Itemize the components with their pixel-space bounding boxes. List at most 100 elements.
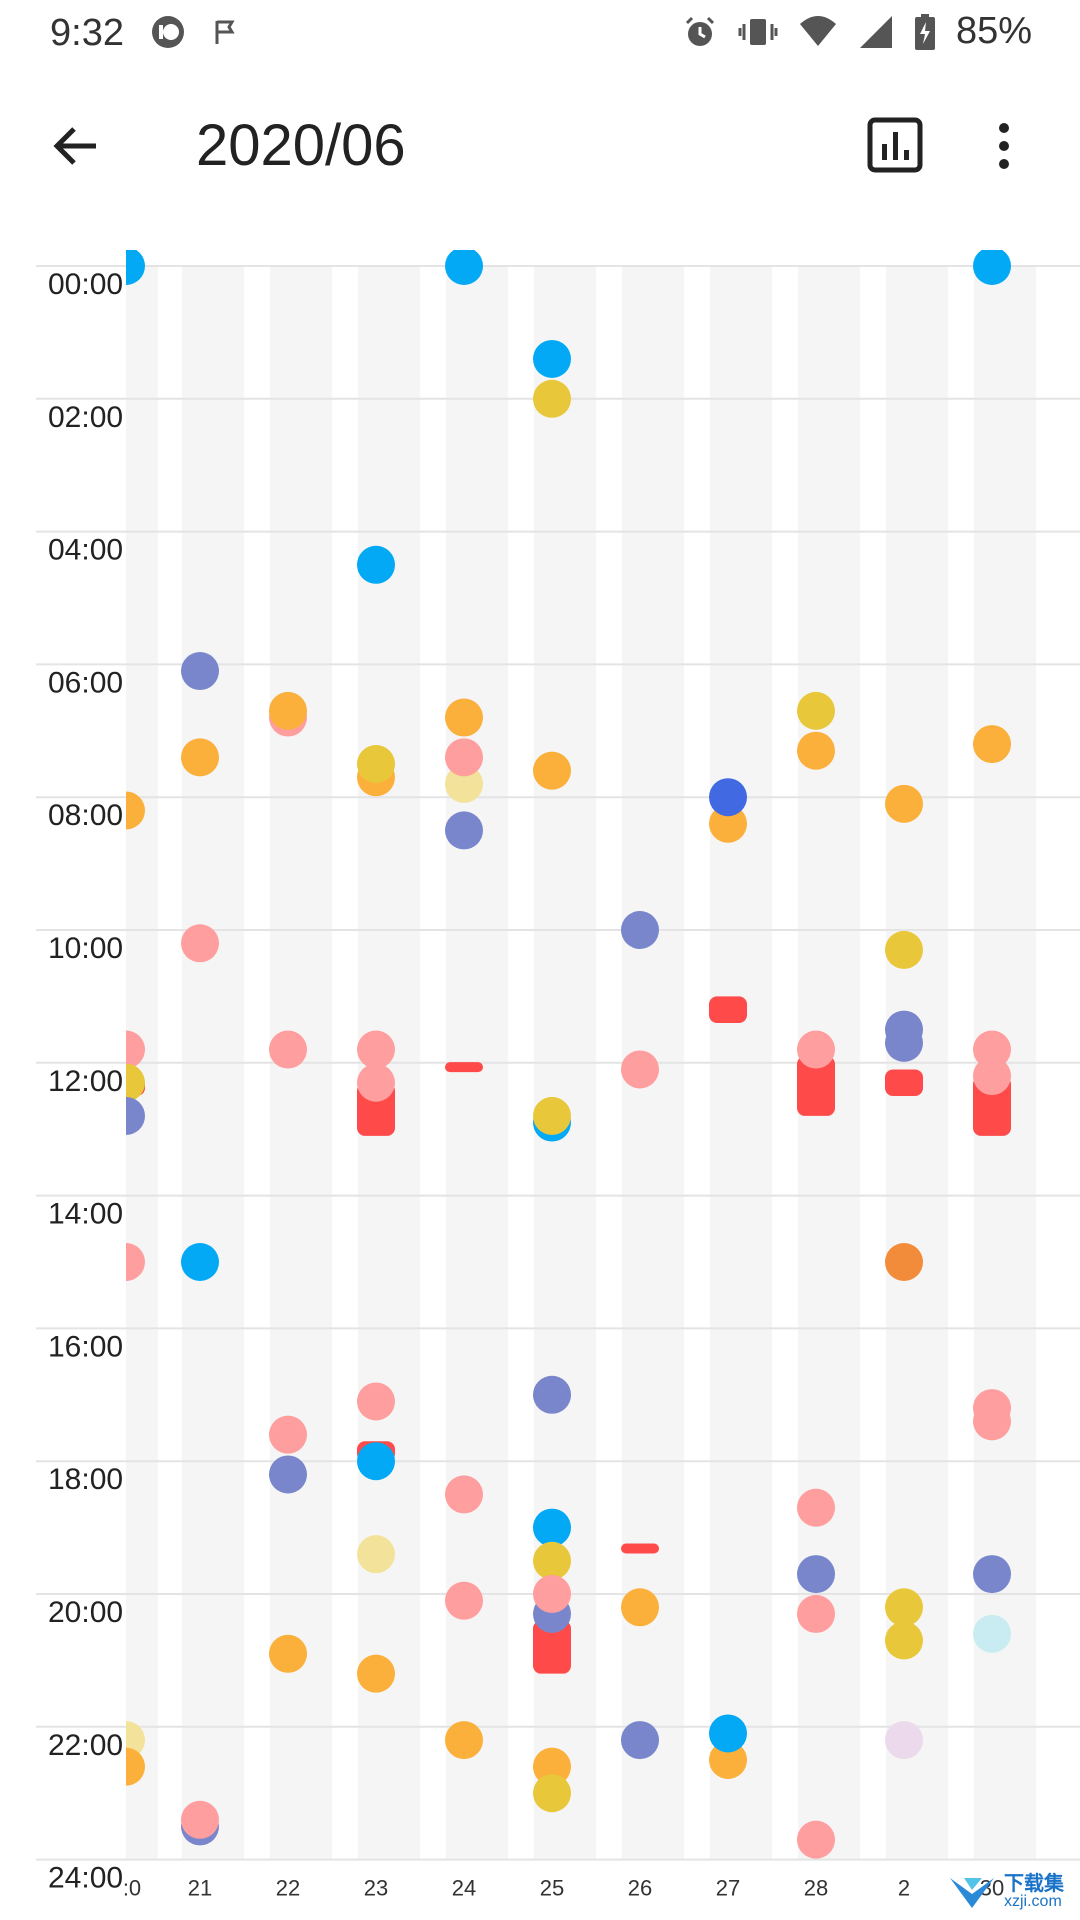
app-bar: 2020/06 (0, 90, 1080, 200)
day-label: :0 (123, 1876, 141, 1901)
arrow-left-icon (46, 114, 110, 178)
event-dot (797, 1555, 835, 1594)
event-dot (621, 911, 659, 949)
event-dot (181, 652, 219, 691)
event-dot (445, 738, 483, 777)
event-dot (269, 1030, 307, 1069)
alarm-icon (682, 14, 718, 50)
event-block (797, 1056, 835, 1116)
event-dot (885, 1721, 923, 1760)
event-dot (533, 1747, 571, 1786)
event-dot (797, 691, 835, 730)
event-block (885, 1069, 923, 1096)
event-dot (445, 764, 483, 803)
page-title: 2020/06 (196, 113, 406, 178)
status-right: 85% (682, 10, 1032, 53)
day-label: 21 (188, 1876, 212, 1901)
hour-label: 14:00 (48, 1198, 123, 1231)
day-label: 28 (804, 1876, 828, 1901)
event-dot (533, 379, 571, 418)
flag-icon (210, 17, 240, 47)
event-dot (181, 924, 219, 963)
event-dot (357, 1030, 395, 1069)
hour-label: 24:00 (48, 1862, 123, 1895)
event-dot (533, 339, 571, 378)
vibrate-icon (738, 14, 778, 50)
event-dot (445, 1581, 483, 1620)
event-dot (709, 778, 747, 817)
time-gutter (0, 250, 126, 1920)
day-label: 24 (452, 1876, 476, 1901)
hour-label: 06:00 (48, 666, 123, 699)
event-dot (357, 545, 395, 584)
more-vert-icon (980, 114, 1028, 178)
event-dot (357, 1535, 395, 1574)
event-dot (269, 1455, 307, 1494)
event-dot (533, 751, 571, 790)
watermark-domain: xzji.com (1004, 1893, 1062, 1910)
event-dot (445, 1721, 483, 1760)
day-label: 22 (276, 1876, 300, 1901)
event-dot (357, 1654, 395, 1693)
event-dot (885, 1010, 923, 1049)
back-button[interactable] (46, 114, 110, 178)
hour-label: 20:00 (48, 1596, 123, 1629)
event-dot (973, 1555, 1011, 1594)
event-dot (797, 731, 835, 770)
event-dot (709, 1741, 747, 1779)
bar-chart-icon (864, 114, 928, 178)
event-block (709, 996, 747, 1023)
event-dot (445, 1475, 483, 1514)
day-label: 27 (716, 1876, 740, 1901)
event-dot (269, 1634, 307, 1673)
hour-label: 22:00 (48, 1729, 123, 1762)
event-dot (885, 930, 923, 969)
event-dot (797, 1488, 835, 1527)
event-block (621, 1543, 659, 1554)
hour-label: 04:00 (48, 534, 123, 567)
event-dot (445, 250, 483, 285)
event-dot (797, 1594, 835, 1633)
day-label: 23 (364, 1876, 388, 1901)
event-dot (973, 1030, 1011, 1069)
event-dot (445, 811, 483, 850)
hour-label: 16:00 (48, 1330, 123, 1363)
status-bar: 9:32 85% (0, 0, 1080, 70)
day-label: 26 (628, 1876, 652, 1901)
hour-label: 10:00 (48, 932, 123, 965)
event-dot (973, 1057, 1011, 1096)
xzji-logo-icon (948, 1874, 998, 1910)
event-dot (885, 1243, 923, 1281)
hour-label: 12:00 (48, 1065, 123, 1098)
hour-label: 08:00 (48, 799, 123, 832)
event-dot (973, 1402, 1011, 1441)
event-dot (445, 698, 483, 737)
event-dot (885, 1621, 923, 1660)
timeline-chart: 00:00 02:00 04:00 06:00 08:00 10:00 12:00 14:00… (0, 250, 1080, 1920)
event-dot (533, 1375, 571, 1414)
event-dot (885, 1588, 923, 1627)
stats-button[interactable] (864, 114, 928, 178)
status-time: 9:32 (50, 12, 124, 54)
more-options-button[interactable] (980, 114, 1028, 178)
event-dot (533, 1774, 571, 1813)
hour-label: 02:00 (48, 401, 123, 434)
event-dot (885, 784, 923, 823)
event-dot (621, 1721, 659, 1760)
event-dot (797, 1820, 835, 1859)
event-block (445, 1062, 483, 1073)
day-label: 2 (898, 1876, 910, 1901)
event-dot (973, 250, 1011, 285)
event-dot (621, 1588, 659, 1627)
event-dot (357, 1382, 395, 1421)
event-dot (357, 1442, 395, 1481)
battery-charging-icon (914, 13, 936, 51)
event-dot (533, 1508, 571, 1547)
event-dot (797, 1030, 835, 1069)
status-left-icons (150, 14, 240, 50)
event-dot (181, 1243, 219, 1281)
event-dot (181, 738, 219, 777)
event-dot (973, 1614, 1011, 1653)
signal-icon (858, 14, 894, 50)
month-timeline[interactable]: 00:00 02:00 04:00 06:00 08:00 10:00 12:00 14:00… (0, 250, 1080, 1920)
